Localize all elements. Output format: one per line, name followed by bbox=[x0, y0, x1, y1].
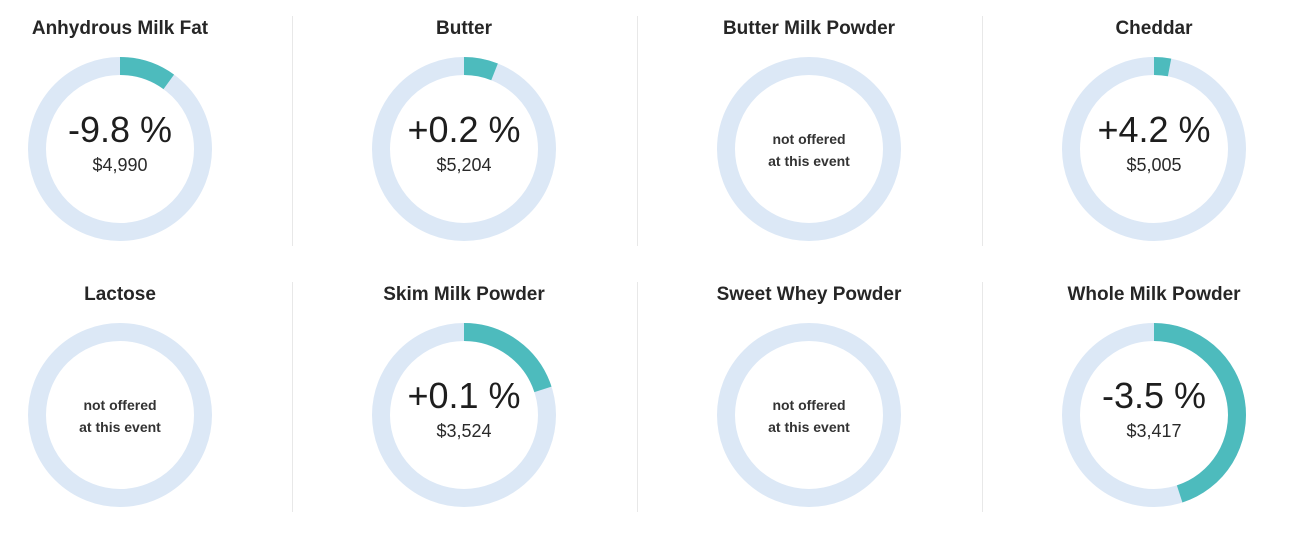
price-value: $3,417 bbox=[1126, 421, 1182, 441]
donut-card-whole-milk-powder: Whole Milk Powder -3.5 % $3,417 bbox=[1004, 276, 1304, 526]
donut-card-lactose: Lactose not offered at this event bbox=[0, 276, 270, 526]
donut-card-butter-milk-powder: Butter Milk Powder not offered at this e… bbox=[659, 10, 959, 260]
donut-segment bbox=[463, 323, 552, 393]
column-divider bbox=[292, 16, 293, 246]
card-title: Anhydrous Milk Fat bbox=[31, 18, 209, 39]
donut-chart bbox=[28, 57, 212, 241]
column-divider bbox=[637, 16, 638, 246]
donut-segment bbox=[1153, 57, 1172, 77]
donut-card-skim-milk-powder: Skim Milk Powder +0.1 % $3,524 bbox=[314, 276, 614, 526]
column-divider bbox=[292, 282, 293, 512]
not-offered-label: not offered at this event bbox=[659, 128, 959, 172]
donut-segment bbox=[119, 57, 175, 90]
not-offered-line1: not offered bbox=[772, 131, 846, 147]
card-title: Whole Milk Powder bbox=[1067, 284, 1241, 305]
donut-card-cheddar: Cheddar +4.2 % $5,005 bbox=[1004, 10, 1304, 260]
card-center: +0.2 % $5,204 bbox=[314, 110, 614, 176]
card-center: -3.5 % $3,417 bbox=[1004, 376, 1304, 442]
column-divider bbox=[982, 282, 983, 512]
donut-card-butter: Butter +0.2 % $5,204 bbox=[314, 10, 614, 260]
donut-chart bbox=[717, 323, 901, 507]
card-center: +0.1 % $3,524 bbox=[314, 376, 614, 442]
card-title: Butter Milk Powder bbox=[722, 18, 896, 39]
not-offered-line2: at this event bbox=[79, 419, 161, 435]
donut-chart bbox=[717, 57, 901, 241]
column-divider bbox=[637, 282, 638, 512]
not-offered-line1: not offered bbox=[83, 397, 157, 413]
donut-segment bbox=[463, 57, 498, 81]
not-offered-label: not offered at this event bbox=[659, 394, 959, 438]
donut-chart bbox=[28, 323, 212, 507]
donut-card-anhydrous-milk-fat: Anhydrous Milk Fat -9.8 % $4,990 bbox=[0, 10, 270, 260]
not-offered-label: not offered at this event bbox=[0, 394, 270, 438]
donut-card-sweet-whey-powder: Sweet Whey Powder not offered at this ev… bbox=[659, 276, 959, 526]
donut-track bbox=[717, 323, 901, 507]
price-value: $3,524 bbox=[436, 421, 492, 441]
card-center: -9.8 % $4,990 bbox=[0, 110, 270, 176]
price-value: $5,204 bbox=[436, 155, 492, 175]
card-title: Skim Milk Powder bbox=[383, 284, 545, 305]
not-offered-line2: at this event bbox=[768, 419, 850, 435]
change-percent: -3.5 % bbox=[1101, 375, 1207, 416]
price-value: $4,990 bbox=[92, 155, 148, 175]
not-offered-line2: at this event bbox=[768, 153, 850, 169]
donut-chart bbox=[1062, 323, 1246, 507]
change-percent: +0.1 % bbox=[407, 375, 521, 416]
card-title: Butter bbox=[436, 18, 492, 39]
card-center: +4.2 % $5,005 bbox=[1004, 110, 1304, 176]
card-title: Lactose bbox=[84, 284, 156, 305]
change-percent: +4.2 % bbox=[1097, 109, 1211, 150]
donut-chart bbox=[372, 57, 556, 241]
column-divider bbox=[982, 16, 983, 246]
donut-chart bbox=[372, 323, 556, 507]
card-title: Cheddar bbox=[1115, 18, 1193, 39]
donut-track bbox=[717, 57, 901, 241]
donut-track bbox=[28, 323, 212, 507]
card-title: Sweet Whey Powder bbox=[716, 284, 902, 305]
change-percent: -9.8 % bbox=[67, 109, 173, 150]
donut-chart bbox=[1062, 57, 1246, 241]
not-offered-line1: not offered bbox=[772, 397, 846, 413]
change-percent: +0.2 % bbox=[407, 109, 521, 150]
donut-segment bbox=[1153, 323, 1246, 503]
price-value: $5,005 bbox=[1126, 155, 1182, 175]
